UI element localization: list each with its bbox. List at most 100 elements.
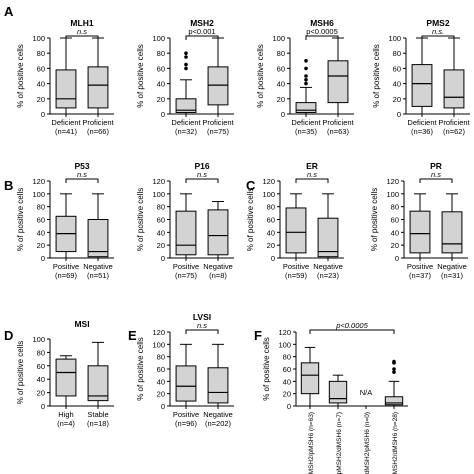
y-tick-label: 100 bbox=[262, 190, 275, 199]
box bbox=[441, 211, 463, 254]
y-tick-label: 80 bbox=[391, 203, 399, 212]
x-n-label: (n=23) bbox=[317, 271, 339, 280]
x-category-label: Proficient bbox=[322, 118, 354, 127]
y-tick-label: 20 bbox=[283, 390, 291, 399]
y-tick-label: 60 bbox=[277, 64, 285, 73]
y-tick-label: 80 bbox=[157, 49, 165, 58]
significance-bracket bbox=[419, 178, 453, 183]
panel-title: P16 bbox=[194, 161, 209, 171]
x-n-label: (n=69) bbox=[55, 271, 77, 280]
x-category-label: Positive bbox=[173, 262, 199, 271]
panel-mlh1 bbox=[47, 35, 114, 117]
outlier-point bbox=[304, 78, 308, 82]
na-label: N/A bbox=[360, 388, 373, 397]
y-tick-label: 20 bbox=[267, 241, 275, 250]
significance-label: n.s bbox=[197, 170, 207, 179]
y-tick-label: 20 bbox=[157, 95, 165, 104]
x-n-label: (n=41) bbox=[55, 127, 77, 136]
y-axis-label: % of positive cells bbox=[262, 337, 271, 401]
x-category-label: dMSH2/dMSH6 (n=28) bbox=[392, 412, 399, 474]
y-tick-label: 0 bbox=[395, 254, 399, 263]
y-tick-label: 0 bbox=[281, 110, 285, 119]
significance-bracket bbox=[309, 329, 395, 334]
y-tick-label: 60 bbox=[157, 365, 165, 374]
y-tick-label: 80 bbox=[267, 203, 275, 212]
significance-label: n.s bbox=[307, 170, 317, 179]
significance-label: n.s bbox=[197, 321, 207, 330]
panel-title: MSH2 bbox=[190, 18, 214, 28]
box bbox=[295, 102, 317, 113]
y-tick-label: 80 bbox=[157, 203, 165, 212]
y-tick-label: 100 bbox=[386, 190, 399, 199]
y-axis-label: % of positive cells bbox=[256, 44, 265, 108]
y-tick-label: 80 bbox=[393, 49, 401, 58]
y-tick-label: 20 bbox=[393, 95, 401, 104]
y-tick-label: 80 bbox=[37, 203, 45, 212]
box bbox=[328, 380, 348, 404]
y-tick-label: 60 bbox=[391, 216, 399, 225]
y-tick-label: 40 bbox=[283, 377, 291, 386]
outlier-point bbox=[184, 51, 188, 55]
y-tick-label: 120 bbox=[278, 328, 291, 337]
box bbox=[175, 365, 197, 402]
x-category-label: Proficient bbox=[82, 118, 114, 127]
y-tick-label: 40 bbox=[157, 377, 165, 386]
box bbox=[87, 66, 109, 109]
outlier-point bbox=[392, 367, 396, 371]
significance-label: n.s. bbox=[432, 27, 444, 36]
box bbox=[285, 207, 307, 254]
panel-lvsi bbox=[167, 329, 234, 409]
y-axis-label: % of positive cells bbox=[370, 188, 379, 252]
significance-label: p<0.0005 bbox=[306, 27, 338, 36]
y-axis-label: % of positive cells bbox=[372, 44, 381, 108]
panel-pr bbox=[401, 178, 468, 261]
panel-letter: C bbox=[246, 178, 256, 193]
panel-letter: E bbox=[128, 328, 137, 343]
box bbox=[207, 66, 229, 106]
outlier-point bbox=[304, 74, 308, 78]
y-tick-label: 120 bbox=[152, 328, 165, 337]
box bbox=[317, 217, 339, 258]
y-tick-label: 60 bbox=[157, 64, 165, 73]
y-axis-label: % of positive cells bbox=[16, 188, 25, 252]
y-tick-label: 100 bbox=[388, 34, 401, 43]
y-tick-label: 120 bbox=[152, 177, 165, 186]
box bbox=[175, 210, 197, 256]
y-tick-label: 100 bbox=[32, 335, 45, 344]
x-category-label: Positive bbox=[407, 262, 433, 271]
y-axis-label: % of positive cells bbox=[136, 188, 145, 252]
x-n-label: (n=4) bbox=[57, 419, 75, 428]
y-tick-label: 120 bbox=[262, 177, 275, 186]
box bbox=[55, 358, 77, 397]
x-category-label: pMSH2/pMSH6 (n=63) bbox=[308, 412, 315, 474]
y-axis-label: % of positive cells bbox=[246, 188, 255, 252]
x-category-label: Deficient bbox=[51, 118, 81, 127]
y-tick-label: 60 bbox=[37, 64, 45, 73]
x-category-label: Proficient bbox=[438, 118, 470, 127]
y-tick-label: 60 bbox=[393, 64, 401, 73]
box bbox=[384, 396, 404, 406]
y-tick-label: 20 bbox=[37, 241, 45, 250]
y-tick-label: 0 bbox=[287, 402, 291, 411]
box bbox=[300, 362, 320, 395]
x-category-label: Stable bbox=[87, 410, 108, 419]
panel-p53 bbox=[47, 178, 114, 261]
box bbox=[207, 209, 229, 256]
y-tick-label: 60 bbox=[37, 216, 45, 225]
y-tick-label: 80 bbox=[277, 49, 285, 58]
y-tick-label: 60 bbox=[267, 216, 275, 225]
x-category-label: dMSH2/pMSH6 (n=0) bbox=[364, 412, 371, 474]
y-tick-label: 100 bbox=[152, 190, 165, 199]
y-tick-label: 100 bbox=[152, 340, 165, 349]
y-tick-label: 20 bbox=[277, 95, 285, 104]
y-axis-label: % of positive cells bbox=[16, 44, 25, 108]
y-tick-label: 20 bbox=[391, 241, 399, 250]
panel-title: P53 bbox=[74, 161, 89, 171]
x-n-label: (n=96) bbox=[175, 419, 197, 428]
box bbox=[443, 69, 465, 109]
y-tick-label: 20 bbox=[157, 390, 165, 399]
significance-bracket bbox=[305, 35, 339, 40]
panel-msi bbox=[47, 338, 114, 409]
y-tick-label: 60 bbox=[157, 216, 165, 225]
